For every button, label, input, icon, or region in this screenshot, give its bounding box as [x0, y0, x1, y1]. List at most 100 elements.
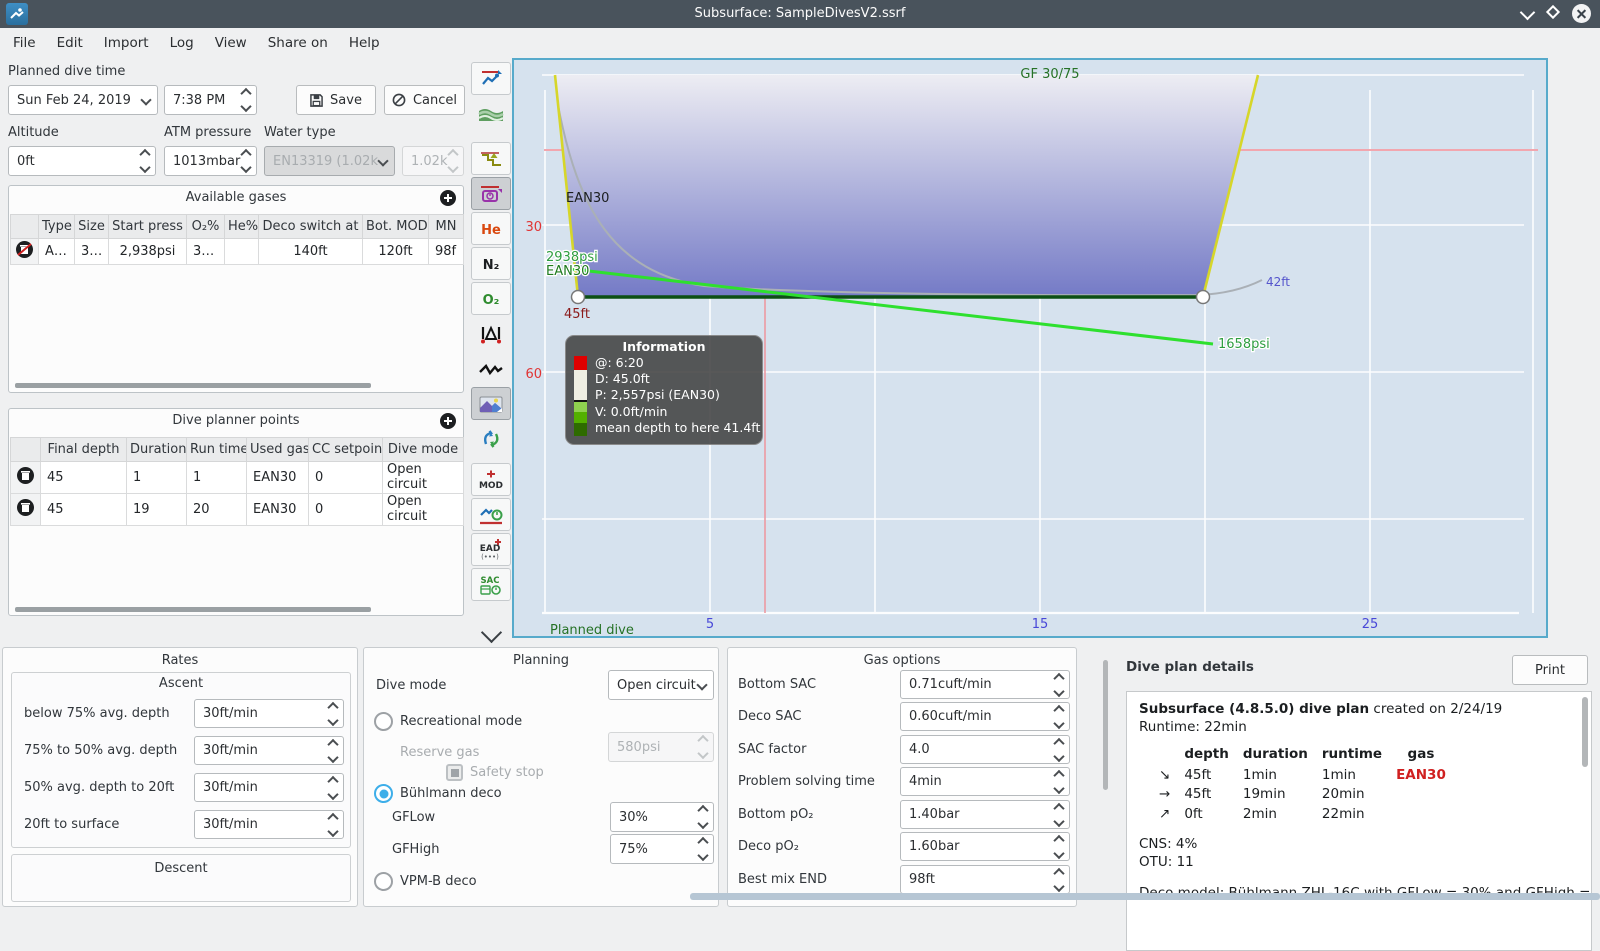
- buhlmann-deco-radio[interactable]: [374, 784, 393, 803]
- spinner-arrows-icon[interactable]: [697, 804, 709, 830]
- delete-point-icon[interactable]: [10, 493, 41, 527]
- problem-solving-time-spinner[interactable]: 4min: [900, 767, 1070, 796]
- bottom-hscrollbar[interactable]: [690, 893, 1600, 900]
- print-button[interactable]: Print: [1512, 655, 1588, 685]
- spinner-arrows-icon[interactable]: [1053, 802, 1065, 827]
- gfhigh-spinner[interactable]: 75%: [610, 834, 714, 864]
- o2-graph-icon[interactable]: O₂: [471, 282, 511, 315]
- rate-label: 20ft to surface: [24, 817, 120, 832]
- spinner-arrows-icon[interactable]: [1053, 834, 1065, 859]
- spinner-arrows-icon[interactable]: [1053, 769, 1065, 794]
- photos-icon[interactable]: [471, 387, 511, 420]
- best-mix-end-spinner[interactable]: 98ft: [900, 865, 1070, 894]
- spinner-arrows-icon[interactable]: [139, 148, 151, 174]
- time-spinner[interactable]: 7:38 PM: [164, 85, 257, 115]
- gas-option-value: 1.60bar: [909, 839, 960, 854]
- bottom-sac-spinner[interactable]: 0.71cuft/min: [900, 670, 1070, 699]
- delete-gas-icon[interactable]: [10, 238, 39, 265]
- spinner-arrows-icon[interactable]: [327, 812, 339, 837]
- spinner-arrows-icon[interactable]: [1053, 737, 1065, 762]
- gases-hscrollbar[interactable]: [15, 383, 371, 388]
- waves-icon[interactable]: [471, 97, 511, 130]
- rate-spinner[interactable]: 30ft/min: [194, 699, 344, 728]
- spinner-arrows-icon[interactable]: [327, 701, 339, 726]
- plan-runtime: Runtime: 22min: [1139, 718, 1247, 735]
- bottom-po2-spinner[interactable]: 1.40bar: [900, 800, 1070, 829]
- delete-point-icon[interactable]: [10, 460, 41, 495]
- calculated-ceiling-icon[interactable]: [471, 142, 511, 175]
- ruler-icon[interactable]: [471, 317, 511, 350]
- details-vscrollbar[interactable]: [1103, 660, 1108, 790]
- depth-end-label: 42ft: [1266, 275, 1290, 289]
- menu-help[interactable]: Help: [348, 35, 380, 51]
- x-tick-25: 25: [1362, 617, 1379, 632]
- recreational-mode-radio[interactable]: [374, 712, 393, 731]
- add-point-button[interactable]: [440, 413, 456, 429]
- spinner-arrows-icon[interactable]: [697, 836, 709, 862]
- spinner-arrows-icon[interactable]: [327, 775, 339, 800]
- minimize-icon[interactable]: [1518, 4, 1536, 23]
- point-row[interactable]: 45 1 1 EAN30 0 Open circuit: [10, 460, 464, 495]
- plan-text-vscrollbar[interactable]: [1582, 697, 1588, 767]
- diver-time-icon[interactable]: [471, 498, 511, 531]
- diver-flag-icon[interactable]: [471, 62, 511, 95]
- vpmb-deco-radio[interactable]: [374, 872, 393, 891]
- menu-share-on[interactable]: Share on: [267, 35, 328, 51]
- rates-panel: Rates Ascent below 75% avg. depth 30ft/m…: [2, 647, 358, 907]
- deco-sac-spinner[interactable]: 0.60cuft/min: [900, 702, 1070, 731]
- spinner-arrows-icon[interactable]: [240, 148, 252, 174]
- gas-options-title: Gas options: [863, 653, 941, 668]
- cancel-button[interactable]: Cancel: [384, 85, 465, 115]
- information-tooltip[interactable]: Information @: 6:20 D: 45.0ft P: 2,557ps…: [565, 335, 763, 445]
- heart-rate-icon[interactable]: [471, 352, 511, 385]
- sac-icon[interactable]: SAC: [471, 568, 511, 601]
- add-gas-button[interactable]: [440, 190, 456, 206]
- rate-spinner[interactable]: 30ft/min: [194, 773, 344, 802]
- dive-mode-label: Dive mode: [376, 678, 447, 693]
- gas-option-label: SAC factor: [738, 742, 807, 757]
- dc-ceiling-icon[interactable]: [471, 177, 511, 210]
- gflow-value: 30%: [619, 809, 648, 825]
- mod-icon[interactable]: MOD: [471, 463, 511, 496]
- rate-spinner[interactable]: 30ft/min: [194, 810, 344, 839]
- spinner-arrows-icon[interactable]: [240, 87, 252, 113]
- dive-profile-chart[interactable]: GF 30/75 EAN30 2938psi EAN30 45ft 42ft 1…: [512, 58, 1548, 638]
- he-graph-icon[interactable]: He: [471, 212, 511, 245]
- save-button[interactable]: Save: [296, 85, 376, 115]
- spinner-arrows-icon[interactable]: [327, 738, 339, 763]
- close-icon[interactable]: [1572, 4, 1591, 23]
- diver-rotate-icon[interactable]: [471, 422, 511, 455]
- spinner-arrows-icon[interactable]: [1053, 672, 1065, 697]
- n2-graph-icon[interactable]: N₂: [471, 247, 511, 280]
- rate-label: 50% avg. depth to 20ft: [24, 780, 175, 795]
- menu-import[interactable]: Import: [103, 35, 149, 51]
- menu-view[interactable]: View: [214, 35, 247, 51]
- gfhigh-label: GFHigh: [392, 842, 440, 857]
- dive-mode-combo[interactable]: Open circuit: [608, 670, 714, 700]
- spinner-arrows-icon[interactable]: [1053, 704, 1065, 729]
- waypoint-handle[interactable]: [570, 289, 586, 305]
- ead-icon[interactable]: EAD (•••): [471, 533, 511, 566]
- gas-row[interactable]: A… 3… 2,938psi 3… 140ft 120ft 98f: [10, 238, 464, 265]
- x-tick-5: 5: [706, 617, 714, 632]
- gflow-spinner[interactable]: 30%: [610, 802, 714, 832]
- sac-factor-spinner[interactable]: 4.0: [900, 735, 1070, 764]
- water-type-combo[interactable]: EN13319 (1.02k: [264, 146, 395, 176]
- point-row[interactable]: 45 19 20 EAN30 0 Open circuit: [10, 493, 464, 527]
- altitude-spinner[interactable]: 0ft: [8, 146, 156, 176]
- spinner-arrows-icon[interactable]: [1053, 867, 1065, 892]
- app-icon: [6, 3, 28, 25]
- dive-plan-text[interactable]: Subsurface (4.8.5.0) dive plan created o…: [1126, 691, 1592, 951]
- atm-pressure-spinner[interactable]: 1013mbar: [164, 146, 257, 176]
- rate-spinner[interactable]: 30ft/min: [194, 736, 344, 765]
- gas-option-label: Deco SAC: [738, 709, 802, 724]
- points-hscrollbar[interactable]: [15, 607, 371, 612]
- maximize-icon[interactable]: [1544, 4, 1562, 23]
- menu-file[interactable]: File: [13, 35, 36, 51]
- menu-edit[interactable]: Edit: [56, 35, 83, 51]
- date-combo[interactable]: Sun Feb 24, 2019: [8, 85, 158, 115]
- menu-log[interactable]: Log: [169, 35, 194, 51]
- waypoint-handle[interactable]: [1195, 289, 1211, 305]
- deco-po2-spinner[interactable]: 1.60bar: [900, 832, 1070, 861]
- salinity-value: 1.02k: [411, 153, 448, 169]
